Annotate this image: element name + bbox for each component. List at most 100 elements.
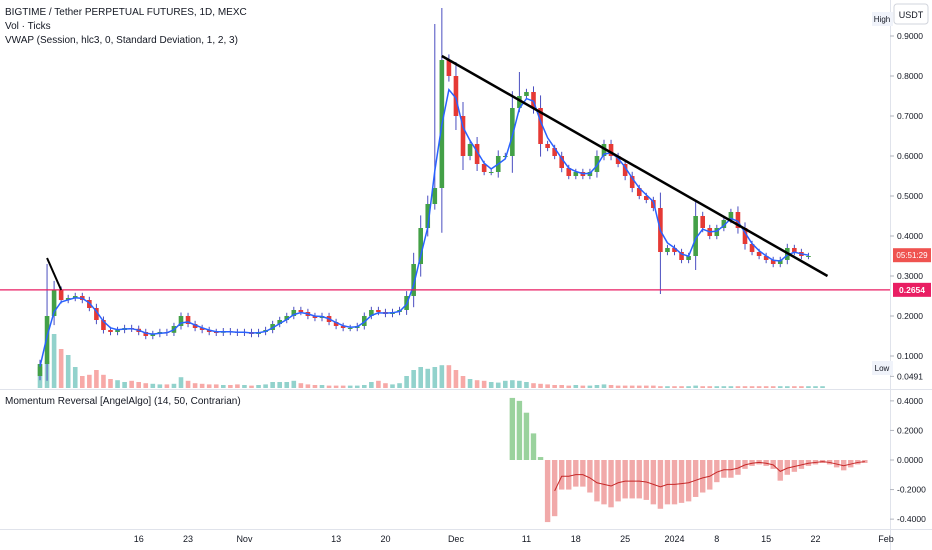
volume-bar bbox=[559, 385, 564, 388]
price-tick-label: 0.5000 bbox=[897, 191, 923, 201]
indicator-bar-negative bbox=[573, 460, 579, 487]
indicator-bar-positive bbox=[523, 412, 530, 460]
candle-down bbox=[531, 92, 536, 108]
candle-up bbox=[347, 328, 353, 329]
volume-bar bbox=[326, 385, 332, 388]
indicator-bar-negative bbox=[559, 460, 565, 490]
candle-up bbox=[714, 228, 720, 236]
volume-bar bbox=[488, 382, 494, 388]
volume-bar bbox=[185, 380, 191, 388]
volume-bar bbox=[601, 384, 607, 388]
time-tick-label: Dec bbox=[448, 534, 465, 544]
trendline-short[interactable] bbox=[46, 257, 63, 291]
volume-bar bbox=[524, 382, 529, 388]
volume-bar bbox=[65, 355, 71, 388]
volume-bar bbox=[481, 380, 487, 388]
volume-bar bbox=[390, 384, 395, 388]
volume-bar bbox=[531, 383, 536, 388]
countdown-label: 05:51:29 bbox=[896, 251, 928, 260]
indicator-bar-positive bbox=[509, 397, 516, 460]
candle-up bbox=[178, 316, 184, 326]
indicator-bar-negative bbox=[608, 460, 614, 508]
volume-bar bbox=[686, 386, 691, 388]
candle-up bbox=[150, 334, 156, 336]
volume-bar bbox=[291, 380, 297, 388]
price-tick-label: 0.8000 bbox=[897, 71, 923, 81]
candle-down bbox=[700, 216, 705, 228]
last-price-tag bbox=[893, 248, 931, 263]
volume-bar bbox=[284, 382, 290, 388]
volume-bar bbox=[101, 374, 106, 388]
candle-down bbox=[376, 310, 381, 312]
volume-bar bbox=[665, 386, 670, 388]
high-tag-bg bbox=[872, 12, 893, 26]
time-axis-labels: 16 23 Nov 13 20 Dec 11 18 25 2024 8 15 22 Feb bbox=[134, 534, 894, 544]
volume-bar bbox=[256, 385, 261, 388]
candle-up bbox=[665, 248, 670, 252]
indicator-bar-negative bbox=[544, 460, 551, 523]
volume-bar bbox=[150, 383, 156, 388]
indicator-bar-negative bbox=[862, 460, 868, 463]
volume-bar bbox=[658, 386, 663, 388]
indicator-bar-positive bbox=[516, 400, 523, 460]
candle-up bbox=[37, 364, 43, 376]
volume-bar bbox=[608, 385, 614, 388]
indicator-bar-negative bbox=[566, 460, 572, 490]
time-tick-label: 20 bbox=[380, 534, 390, 544]
indicator-title: Momentum Reversal [AngelAlgo] (14, 50, C… bbox=[5, 396, 241, 407]
volume-bar bbox=[467, 379, 473, 388]
volume-bar bbox=[115, 380, 120, 388]
volume-bar bbox=[756, 386, 762, 388]
time-tick-label: Nov bbox=[236, 534, 253, 544]
candle-down bbox=[792, 248, 797, 252]
candle-down bbox=[763, 256, 769, 260]
candle-up bbox=[115, 330, 120, 332]
volume-bar bbox=[418, 367, 423, 388]
indicator-bar-positive bbox=[537, 457, 544, 460]
price-tick-label: 0.7000 bbox=[897, 111, 923, 121]
volume-bar bbox=[80, 376, 85, 388]
volume-bar bbox=[503, 380, 508, 388]
indicator-bar-negative bbox=[580, 460, 586, 487]
volume-bar bbox=[305, 384, 311, 388]
time-tick-label: 25 bbox=[620, 534, 630, 544]
candle-down bbox=[460, 116, 466, 156]
price-tick-label: 0.1000 bbox=[897, 351, 923, 361]
indicator-bar-negative bbox=[643, 460, 649, 500]
indicator-bar-negative bbox=[735, 460, 741, 475]
candle-down bbox=[94, 308, 99, 320]
indicator-bar-negative bbox=[636, 460, 642, 499]
currency-button[interactable] bbox=[893, 3, 929, 25]
indicator-tick-label: 0.4000 bbox=[897, 396, 923, 406]
time-tick-label: 11 bbox=[522, 534, 531, 544]
indicator-axis-ticks: 0.4000 0.2000 0.0000 -0.2000 -0.4000 bbox=[890, 396, 926, 524]
candle-down bbox=[206, 330, 212, 332]
candle-down bbox=[108, 330, 113, 332]
volume-bar bbox=[298, 383, 304, 388]
candle-up bbox=[291, 310, 297, 316]
volume-bar bbox=[108, 379, 113, 388]
candle-down bbox=[481, 164, 487, 172]
volume-bar bbox=[228, 385, 233, 388]
indicator-bar-negative bbox=[622, 460, 628, 499]
indicator-bar-negative bbox=[728, 460, 734, 478]
volume-bar bbox=[510, 380, 515, 388]
volume-bar bbox=[566, 385, 572, 388]
time-tick-label: 22 bbox=[810, 534, 820, 544]
indicator-bar-negative bbox=[650, 460, 657, 505]
price-tick-label: 0.0491 bbox=[897, 371, 923, 381]
volume-bar bbox=[425, 368, 431, 388]
trendline-main[interactable] bbox=[441, 54, 829, 278]
indicator-bar-negative bbox=[629, 460, 635, 499]
volume-bar bbox=[94, 370, 99, 388]
volume-bar bbox=[813, 386, 818, 388]
volume-bar bbox=[319, 385, 325, 388]
indicator-bar-negative bbox=[671, 460, 678, 505]
price-tick-label: 0.4000 bbox=[897, 231, 923, 241]
vwap-line bbox=[39, 88, 809, 367]
volume-bar bbox=[397, 383, 402, 388]
volume-bar bbox=[742, 386, 748, 388]
volume-bar bbox=[552, 385, 557, 388]
